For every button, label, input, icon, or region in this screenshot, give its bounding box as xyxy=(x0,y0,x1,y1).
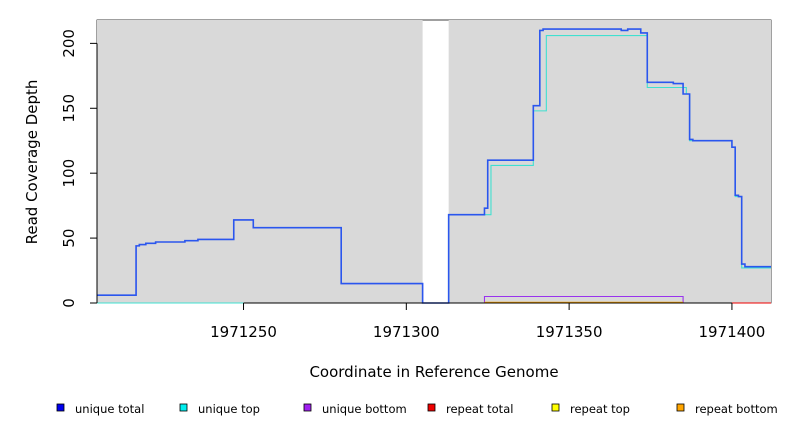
background-region-2 xyxy=(448,20,771,303)
y-tick-label: 200 xyxy=(60,29,78,58)
x-tick-label: 1971300 xyxy=(373,323,440,341)
y-tick-label: 0 xyxy=(60,298,78,308)
legend-label: repeat total xyxy=(446,402,513,416)
legend-item-repeat-total: repeat total xyxy=(427,402,513,416)
legend-item-unique-top: unique top xyxy=(179,402,260,416)
series-unique-total xyxy=(97,28,771,304)
plot-background xyxy=(96,19,772,304)
legend-label: repeat bottom xyxy=(695,402,778,416)
legend-swatch xyxy=(427,403,436,412)
x-tick-label: 1971400 xyxy=(699,323,766,341)
legend-label: unique bottom xyxy=(322,402,407,416)
legend-label: unique top xyxy=(198,402,260,416)
legend-item-repeat-top: repeat top xyxy=(551,402,630,416)
y-axis: 0 50 100 150 200 xyxy=(60,29,98,308)
legend-label: unique total xyxy=(75,402,144,416)
y-tick-label: 150 xyxy=(60,94,78,123)
y-tick-label: 50 xyxy=(60,229,78,248)
legend-item-unique-bottom: unique bottom xyxy=(303,402,407,416)
x-tick-label: 1971250 xyxy=(210,323,277,341)
y-tick-label: 100 xyxy=(60,159,78,188)
legend-label: repeat top xyxy=(570,402,630,416)
legend: unique total unique top unique bottom repea… xyxy=(56,402,778,416)
legend-swatch xyxy=(676,403,685,412)
legend-swatch xyxy=(179,403,188,412)
y-axis-title: Read Coverage Depth xyxy=(23,80,41,245)
legend-swatch xyxy=(551,403,560,412)
legend-swatch xyxy=(56,403,65,412)
x-axis: 1971250 1971300 1971350 1971400 xyxy=(210,302,766,341)
legend-item-unique-total: unique total xyxy=(56,402,144,416)
legend-swatch xyxy=(303,403,312,412)
x-tick-label: 1971350 xyxy=(536,323,603,341)
background-region-1 xyxy=(97,20,423,303)
legend-item-repeat-bottom: repeat bottom xyxy=(676,402,778,416)
x-axis-title: Coordinate in Reference Genome xyxy=(309,363,558,381)
